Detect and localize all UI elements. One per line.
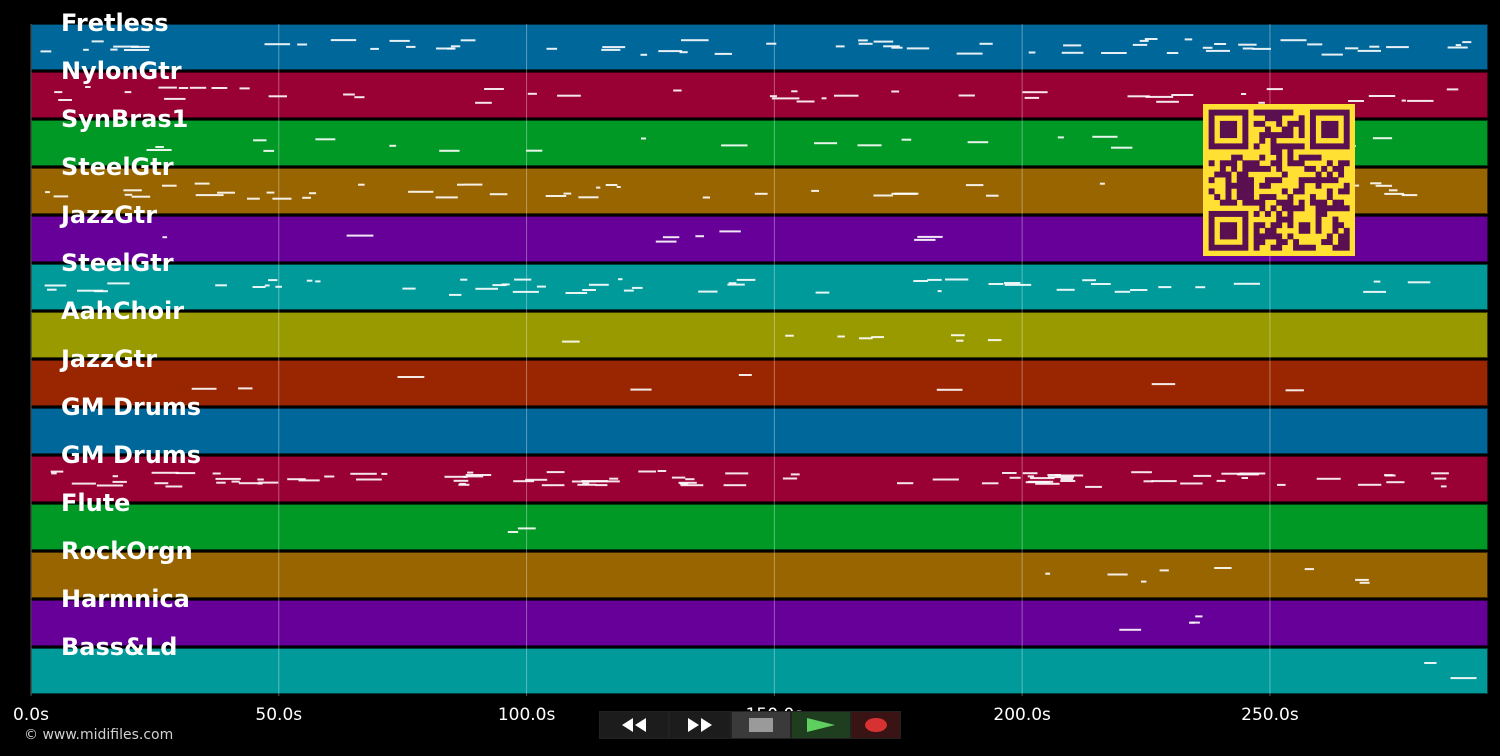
track-label: Bass&Ld	[61, 633, 178, 661]
track-label: SteelGtr	[61, 249, 174, 277]
track-14	[31, 648, 1488, 694]
track-7	[31, 312, 1488, 358]
track-8	[31, 360, 1488, 406]
track-1	[31, 24, 1488, 70]
track-label: GM Drums	[61, 441, 202, 469]
track-label: SteelGtr	[61, 153, 174, 181]
tick-label: 0.0s	[13, 705, 49, 725]
track-label: Harmnica	[61, 585, 190, 613]
copyright-text: © www.midifiles.com	[24, 727, 174, 743]
fast-forward-button[interactable]	[669, 711, 731, 739]
stop-button[interactable]	[731, 711, 791, 739]
tick-label: 200.0s	[993, 705, 1051, 725]
tick-label: 250.0s	[1241, 705, 1299, 725]
play-icon	[807, 718, 835, 732]
track-11	[31, 504, 1488, 550]
rewind-icon	[622, 718, 646, 732]
track-label: RockOrgn	[61, 537, 193, 565]
rewind-button[interactable]	[599, 711, 669, 739]
track-label: NylonGtr	[61, 57, 182, 85]
track-label: AahChoir	[61, 297, 185, 325]
track-13	[31, 600, 1488, 646]
play-button[interactable]	[791, 711, 851, 739]
qr-code	[1203, 104, 1355, 256]
track-12	[31, 552, 1488, 598]
tick-label: 100.0s	[497, 705, 556, 725]
track-label: Fretless	[61, 9, 169, 37]
track-label: GM Drums	[61, 393, 202, 421]
fast-forward-icon	[688, 718, 712, 732]
track-label: SynBras1	[61, 105, 189, 133]
track-9	[31, 408, 1488, 454]
track-label: JazzGtr	[61, 201, 158, 229]
stop-icon	[749, 718, 773, 732]
tick-label: 50.0s	[255, 705, 303, 725]
record-button[interactable]	[851, 711, 901, 739]
record-icon	[865, 718, 887, 732]
track-6	[31, 264, 1488, 310]
track-label: JazzGtr	[61, 345, 158, 373]
track-label: Flute	[61, 489, 131, 517]
